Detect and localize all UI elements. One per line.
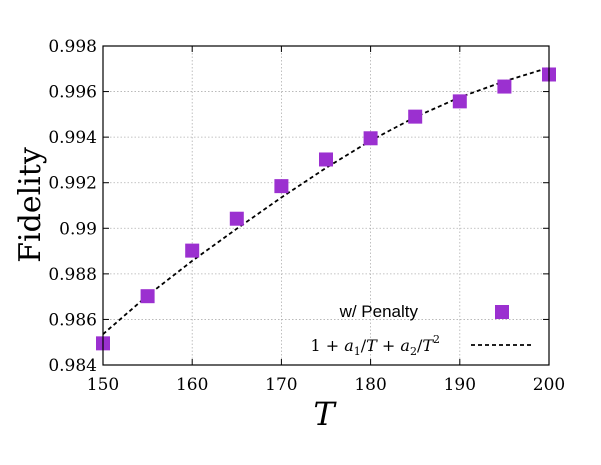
- y-tick-labels: 0.984 0.986 0.988 0.99 0.992 0.994 0.996 0.998: [48, 37, 97, 376]
- y-tick-label: 0.984: [48, 356, 97, 376]
- legend-label-fit: 1 + a1/T + a2/T2: [310, 333, 440, 358]
- y-tick-label: 0.988: [48, 265, 97, 285]
- x-tick-label: 160: [176, 375, 208, 395]
- data-point: [408, 109, 423, 124]
- data-point: [363, 131, 378, 146]
- data-point: [274, 179, 289, 194]
- ticks: [102, 45, 550, 366]
- grid: [103, 46, 549, 365]
- x-tick-labels: 150 160 170 180 190 200: [87, 375, 565, 395]
- x-tick-label: 180: [354, 375, 386, 395]
- data-point: [185, 243, 200, 258]
- data-point: [140, 289, 155, 304]
- x-tick-label: 150: [87, 375, 119, 395]
- y-tick-label: 0.994: [48, 128, 97, 148]
- y-tick-label: 0.992: [48, 174, 97, 194]
- x-tick-label: 200: [533, 375, 565, 395]
- plot-frame: [102, 45, 550, 366]
- x-tick-label: 170: [265, 375, 297, 395]
- data-markers: [96, 67, 556, 351]
- fit-curve: [102, 66, 550, 335]
- y-axis-title: Fidelity: [13, 147, 48, 263]
- y-tick-label: 0.998: [48, 37, 97, 57]
- y-tick-label: 0.986: [48, 310, 97, 330]
- data-point: [229, 211, 244, 226]
- fit-curve-layer: [102, 66, 550, 335]
- data-point: [452, 94, 467, 109]
- x-axis-title: T: [313, 395, 337, 433]
- legend-marker-square: [495, 305, 509, 319]
- legend-label-penalty: w/ Penalty: [339, 302, 419, 321]
- y-tick-label: 0.99: [59, 219, 97, 239]
- data-point: [319, 152, 333, 167]
- legend: w/ Penalty 1 + a1/T + a2/T2: [310, 302, 531, 358]
- data-point: [497, 79, 512, 94]
- x-tick-label: 190: [444, 375, 476, 395]
- y-tick-label: 0.996: [48, 83, 97, 103]
